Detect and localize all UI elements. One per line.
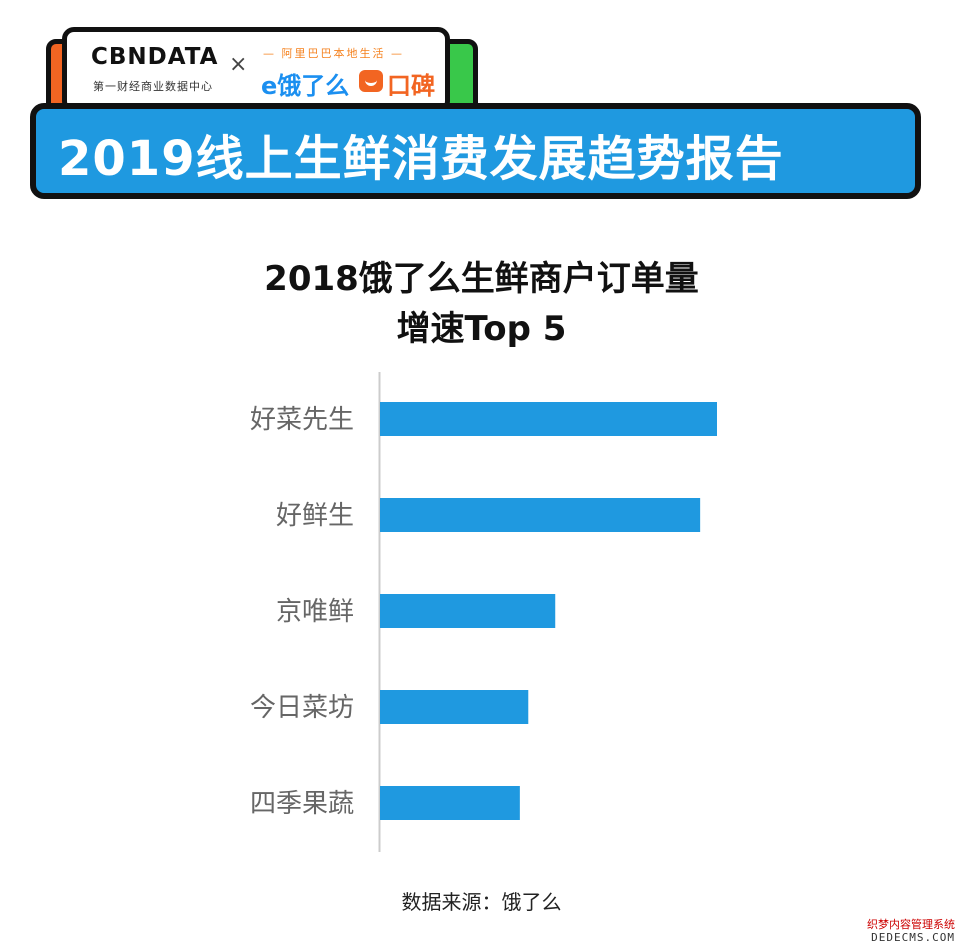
chart-title: 2018饿了么生鲜商户订单量 增速Top 5: [0, 254, 963, 354]
category-label-3: 京唯鲜: [276, 597, 354, 627]
bar-3: [380, 594, 556, 628]
report-title-banner: 2019线上生鲜消费发展趋势报告: [30, 103, 921, 199]
watermark: 织梦内容管理系统 DEDECMS.COM: [867, 918, 955, 944]
bar-1: [380, 402, 717, 436]
category-label-4: 今日菜坊: [250, 693, 354, 723]
times-icon: ×: [229, 52, 248, 77]
category-label-2: 好鲜生: [276, 501, 354, 531]
report-title: 2019线上生鲜消费发展趋势报告: [58, 131, 784, 187]
bar-4: [380, 690, 529, 724]
data-source: 数据来源：饿了么: [401, 890, 562, 914]
chart-title-line-2: 增速Top 5: [396, 309, 567, 349]
watermark-line-2: DEDECMS.COM: [871, 931, 955, 944]
category-label-5: 四季果蔬: [250, 789, 354, 819]
koubei-icon: [359, 70, 383, 92]
koubei-logo: 口碑: [387, 72, 435, 100]
cbndata-subtitle: 第一财经商业数据中心: [93, 80, 213, 93]
alibaba-tagline: — 阿里巴巴本地生活 —: [263, 47, 404, 60]
eleme-logo: e饿了么: [261, 72, 350, 100]
watermark-line-1: 织梦内容管理系统: [867, 918, 955, 931]
chart-title-line-1: 2018饿了么生鲜商户订单量: [264, 259, 699, 299]
bar-5: [380, 786, 520, 820]
bar-2: [380, 498, 701, 532]
cbndata-logo: CBNDATA: [91, 44, 219, 70]
category-label-1: 好菜先生: [250, 405, 354, 435]
